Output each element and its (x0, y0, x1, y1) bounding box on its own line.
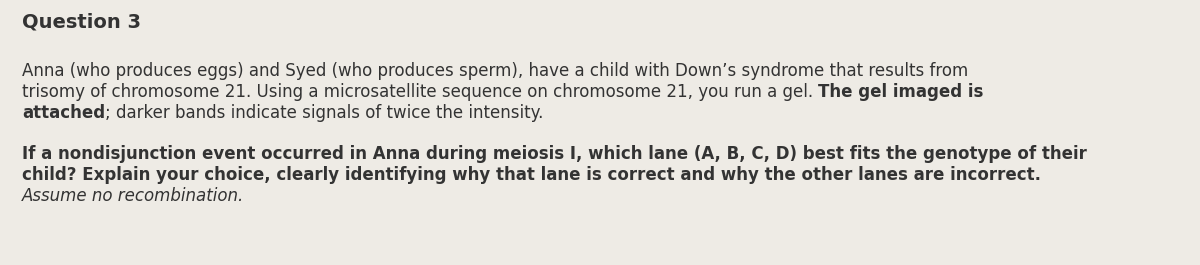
Text: If a nondisjunction event occurred in Anna during meiosis I, which lane (A, B, C: If a nondisjunction event occurred in An… (22, 145, 1087, 163)
Text: Question 3: Question 3 (22, 13, 142, 32)
Text: Assume no recombination.: Assume no recombination. (22, 187, 245, 205)
Text: child? Explain your choice, clearly identifying why that lane is correct and why: child? Explain your choice, clearly iden… (22, 166, 1042, 184)
Text: ; darker bands indicate signals of twice the intensity.: ; darker bands indicate signals of twice… (106, 104, 544, 122)
Text: The gel imaged is: The gel imaged is (818, 83, 984, 101)
Text: Anna (who produces eggs) and Syed (who produces sperm), have a child with Down’s: Anna (who produces eggs) and Syed (who p… (22, 62, 968, 80)
Text: attached: attached (22, 104, 106, 122)
Text: trisomy of chromosome 21. Using a microsatellite sequence on chromosome 21, you : trisomy of chromosome 21. Using a micros… (22, 83, 818, 101)
